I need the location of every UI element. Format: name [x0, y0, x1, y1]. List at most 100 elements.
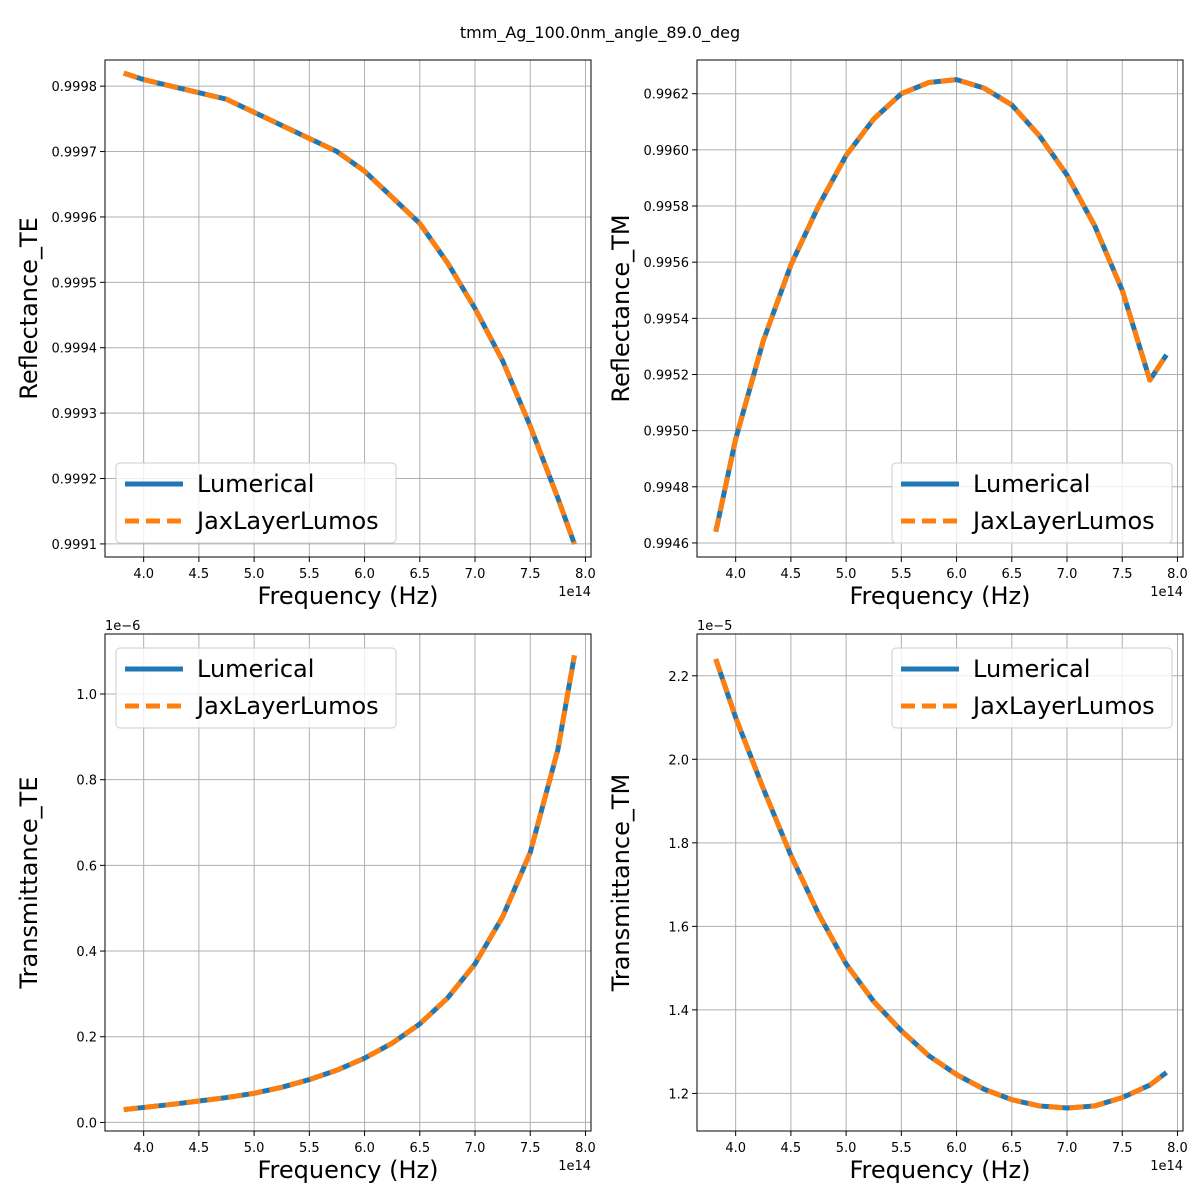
y-tick-label: 0.9956 [644, 256, 690, 271]
legend: Lumerical JaxLayerLumos [115, 462, 397, 544]
x-tick-label: 7.0 [465, 1141, 486, 1156]
x-tick-label: 8.0 [1167, 567, 1188, 582]
legend-box [115, 647, 397, 729]
legend-label-jaxlayerlumos: JaxLayerLumos [971, 507, 1155, 535]
legend-label-lumerical: Lumerical [197, 655, 314, 683]
y-tick-label: 0.9962 [644, 88, 690, 103]
legend-label-jaxlayerlumos: JaxLayerLumos [195, 692, 379, 720]
x-tick-label: 6.5 [1001, 567, 1022, 582]
y-tick-label: 0.9991 [52, 538, 98, 553]
x-tick-label: 7.5 [520, 567, 541, 582]
x-tick-label: 4.0 [133, 1141, 154, 1156]
x-tick-label: 7.5 [1112, 1141, 1133, 1156]
series-line-jaxlayerlumos [123, 654, 577, 1113]
y-axis-label: Transmittance_TM [607, 774, 635, 993]
x-tick-label: 7.5 [1112, 567, 1133, 582]
subplot-2: 4.0 4.5 5.0 5.5 6.0 6.5 7.0 7.5 8.0 0.9946 0.9948 0… [607, 59, 1188, 610]
subplot-4: 4.0 4.5 5.0 5.5 6.0 6.5 7.0 7.5 8.0 1.2 1.4 1.6 1.8 2… [607, 619, 1188, 1184]
x-tick-label: 4.5 [189, 1141, 210, 1156]
x-axis-label: Frequency (Hz) [258, 582, 439, 610]
x-offset-label: 1e14 [558, 1159, 591, 1174]
x-tick-label: 7.5 [520, 1141, 541, 1156]
y-tick-label: 0.8 [76, 774, 97, 789]
x-axis-label: Frequency (Hz) [258, 1156, 439, 1184]
series-line-jaxlayerlumos [713, 77, 1169, 533]
legend: Lumerical JaxLayerLumos [115, 647, 397, 729]
y-axis-label: Reflectance_TM [607, 214, 635, 402]
y-tick-label: 0.2 [76, 1031, 97, 1046]
series-line-jaxlayerlumos [713, 658, 1168, 1111]
x-tick-label: 8.0 [575, 567, 596, 582]
subplot-1: 4.0 4.5 5.0 5.5 6.0 6.5 7.0 7.5 8.0 0.9991 0.9992 0… [15, 59, 596, 610]
x-axis-label: Frequency (Hz) [850, 1156, 1031, 1184]
figure-title: tmm_Ag_100.0nm_angle_89.0_deg [460, 23, 740, 43]
y-tick-label: 1.8 [668, 837, 689, 852]
x-tick-label: 5.0 [836, 1141, 857, 1156]
y-tick-label: 0.6 [76, 859, 97, 874]
series-line-jaxlayerlumos [122, 70, 577, 545]
y-tick-label: 0.9992 [52, 473, 98, 488]
x-tick-label: 4.0 [725, 567, 746, 582]
axes-frame [696, 59, 1184, 558]
y-tick-label: 0.0 [76, 1116, 97, 1131]
x-tick-label: 5.0 [244, 567, 265, 582]
x-tick-label: 4.5 [781, 1141, 802, 1156]
x-tick-label: 5.5 [891, 1141, 912, 1156]
x-tick-label: 8.0 [575, 1141, 596, 1156]
x-tick-label: 6.0 [946, 567, 967, 582]
x-tick-label: 4.5 [781, 567, 802, 582]
x-tick-label: 4.5 [189, 567, 210, 582]
legend-box [115, 462, 397, 544]
x-offset-label: 1e14 [1150, 585, 1183, 600]
x-tick-label: 6.5 [409, 567, 430, 582]
y-tick-label: 1.6 [668, 920, 689, 935]
legend: Lumerical JaxLayerLumos [891, 462, 1173, 544]
x-tick-label: 7.0 [1057, 567, 1078, 582]
y-axis-label: Transmittance_TE [15, 777, 43, 990]
y-tick-label: 0.9994 [52, 342, 98, 357]
x-tick-label: 4.0 [133, 567, 154, 582]
y-tick-label: 0.9995 [52, 276, 98, 291]
x-tick-label: 6.0 [354, 567, 375, 582]
axes-frame [696, 633, 1184, 1132]
y-tick-label: 0.9950 [644, 425, 690, 440]
x-tick-label: 5.5 [891, 567, 912, 582]
x-tick-label: 6.5 [409, 1141, 430, 1156]
legend-label-jaxlayerlumos: JaxLayerLumos [971, 692, 1155, 720]
y-tick-label: 0.9998 [52, 80, 98, 95]
y-tick-label: 0.9997 [52, 146, 98, 161]
y-axis-label: Reflectance_TE [15, 217, 43, 400]
legend-label-jaxlayerlumos: JaxLayerLumos [195, 507, 379, 535]
y-tick-label: 1.2 [668, 1087, 689, 1102]
y-tick-label: 1.0 [76, 688, 97, 703]
y-tick-label: 1.4 [668, 1004, 689, 1019]
x-tick-label: 6.0 [946, 1141, 967, 1156]
y-tick-label: 0.9958 [644, 200, 690, 215]
subplot-3: 4.0 4.5 5.0 5.5 6.0 6.5 7.0 7.5 8.0 0.0 0.2 0.4 0.6 0… [15, 619, 596, 1184]
x-tick-label: 5.5 [299, 567, 320, 582]
x-tick-label: 5.0 [836, 567, 857, 582]
y-tick-label: 0.9952 [644, 368, 690, 383]
legend-label-lumerical: Lumerical [973, 470, 1090, 498]
y-tick-label: 0.9948 [644, 481, 690, 496]
y-offset-label: 1e−5 [697, 619, 732, 634]
legend-box [891, 647, 1173, 729]
x-offset-label: 1e14 [1150, 1159, 1183, 1174]
legend-label-lumerical: Lumerical [197, 470, 314, 498]
y-tick-label: 2.0 [668, 753, 689, 768]
y-tick-label: 0.9954 [644, 312, 690, 327]
x-offset-label: 1e14 [558, 585, 591, 600]
y-tick-label: 2.2 [668, 670, 689, 685]
y-tick-label: 0.4 [76, 945, 97, 960]
y-offset-label: 1e−6 [105, 619, 140, 634]
x-tick-label: 6.0 [354, 1141, 375, 1156]
y-tick-label: 0.9993 [52, 407, 98, 422]
legend-box [891, 462, 1173, 544]
y-tick-label: 0.9960 [644, 144, 690, 159]
x-tick-label: 4.0 [725, 1141, 746, 1156]
axes-frame [104, 633, 592, 1132]
x-tick-label: 7.0 [1057, 1141, 1078, 1156]
x-axis-label: Frequency (Hz) [850, 582, 1031, 610]
x-tick-label: 6.5 [1001, 1141, 1022, 1156]
